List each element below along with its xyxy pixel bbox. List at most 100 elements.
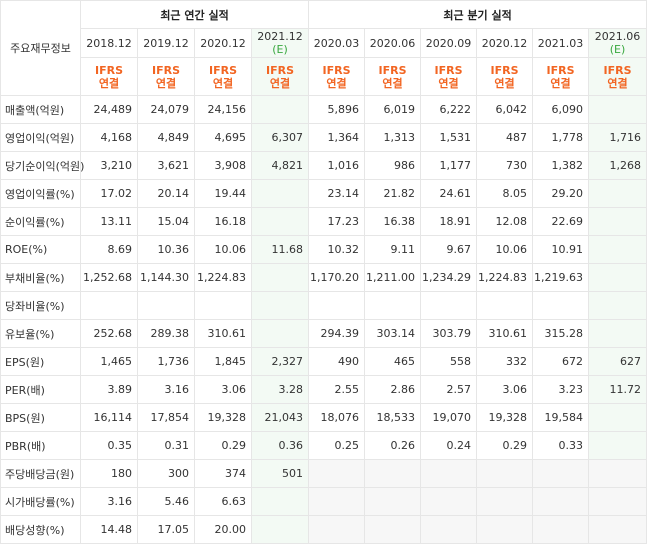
table-cell: 986: [364, 151, 422, 180]
table-cell: 2,327: [250, 347, 310, 376]
ifrs-label: IFRS: [209, 63, 237, 77]
estimate-marker: (E): [272, 43, 288, 56]
table-cell: 16.38: [364, 207, 422, 236]
consolidated-label: 연결: [550, 76, 571, 90]
ifrs-badge: IFRS 연결: [420, 57, 478, 96]
table-cell: 501: [250, 459, 310, 488]
table-cell: 4,695: [194, 123, 252, 152]
period-header: 2020.03: [308, 28, 366, 58]
table-cell: 11.72: [588, 375, 648, 404]
ifrs-label: IFRS: [95, 63, 123, 77]
table-cell: 3,908: [194, 151, 252, 180]
period-header: 2020.09: [420, 28, 478, 58]
annual-group-label: 최근 연간 실적: [79, 0, 310, 29]
table-cell: [588, 207, 648, 236]
table-cell: [532, 487, 590, 516]
table-cell: 3.28: [250, 375, 310, 404]
table-cell: 17.05: [137, 515, 195, 544]
table-cell: 3,621: [137, 151, 195, 180]
period-label: 2019.12: [143, 36, 189, 50]
table-cell: 4,821: [250, 151, 310, 180]
row-label: 순이익률(%): [0, 207, 81, 236]
table-cell: 10.06: [194, 235, 252, 264]
table-cell: 2.55: [308, 375, 366, 404]
consolidated-label: 연결: [98, 76, 120, 90]
table-cell: 24,156: [194, 95, 252, 124]
table-cell: 1,252.68: [80, 263, 138, 292]
ifrs-label: IFRS: [490, 63, 519, 77]
table-cell: [250, 263, 310, 292]
table-cell: 24,079: [137, 95, 195, 124]
table-cell: 3.16: [80, 487, 138, 516]
table-cell: 24,489: [80, 95, 138, 124]
table-cell: 23.14: [308, 179, 366, 208]
row-label: 영업이익률(%): [0, 179, 81, 208]
table-cell: 1,268: [588, 151, 648, 180]
table-cell: 6,090: [532, 95, 590, 124]
table-cell: [476, 291, 534, 320]
ifrs-label: IFRS: [152, 63, 180, 77]
table-cell: [588, 431, 648, 460]
table-row: 시가배당률(%) 3.16 5.46 6.63: [0, 487, 648, 516]
consolidated-label: 연결: [269, 76, 291, 90]
table-cell: [588, 179, 648, 208]
table-cell: 490: [308, 347, 366, 376]
table-cell: 3.06: [194, 375, 252, 404]
table-cell: 487: [476, 123, 534, 152]
row-label: 부채비율(%): [0, 263, 81, 292]
table-cell: 558: [420, 347, 478, 376]
table-row: 배당성향(%) 14.48 17.05 20.00: [0, 515, 648, 544]
quarter-group-label: 최근 분기 실적: [308, 0, 648, 29]
table-cell: 19,328: [476, 403, 534, 432]
table-cell: 4,168: [80, 123, 138, 152]
table-cell: 294.39: [308, 319, 366, 348]
table-cell: 1,234.29: [420, 263, 478, 292]
table-cell: 9.11: [364, 235, 422, 264]
table-cell: 16.18: [194, 207, 252, 236]
table-cell: 1,224.83: [194, 263, 252, 292]
table-cell: [476, 459, 534, 488]
table-cell: 11.68: [250, 235, 310, 264]
period-header: 2020.12: [476, 28, 534, 58]
table-cell: 3.23: [532, 375, 590, 404]
ifrs-badge: IFRS 연결: [532, 57, 590, 96]
table-cell: [588, 459, 648, 488]
table-cell: [250, 319, 310, 348]
table-cell: 2.57: [420, 375, 478, 404]
table-cell: 10.06: [476, 235, 534, 264]
table-cell: 21,043: [250, 403, 310, 432]
table-cell: 1,845: [194, 347, 252, 376]
table-cell: [420, 291, 478, 320]
table-cell: 13.11: [80, 207, 138, 236]
table-cell: 374: [194, 459, 252, 488]
table-cell: 1,778: [532, 123, 590, 152]
row-label: 영업이익(억원): [0, 123, 81, 152]
table-cell: 19,070: [420, 403, 478, 432]
table-cell: [250, 179, 310, 208]
ifrs-badge: IFRS 연결: [588, 57, 648, 96]
table-cell: 2.86: [364, 375, 422, 404]
period-header: 2020.12: [194, 28, 252, 58]
table-cell: 0.31: [137, 431, 195, 460]
table-cell: 20.00: [194, 515, 252, 544]
period-label: 2021.06: [594, 30, 641, 43]
table-cell: 1,364: [308, 123, 366, 152]
table-cell: 1,211.00: [364, 263, 422, 292]
ifrs-label: IFRS: [434, 63, 463, 77]
period-label: 2020.09: [425, 36, 472, 50]
period-header: 2019.12: [137, 28, 195, 58]
table-cell: 310.61: [194, 319, 252, 348]
table-row: PER(배) 3.89 3.16 3.06 3.28 2.55 2.86 2.57 3.06 3.…: [0, 375, 648, 404]
table-row: 매출액(억원) 24,489 24,079 24,156 5,896 6,019 6,222…: [0, 95, 648, 124]
table-cell: [588, 95, 648, 124]
ifrs-badge: IFRS 연결: [364, 57, 422, 96]
ifrs-badge: IFRS 연결: [80, 57, 138, 96]
table-cell: [80, 291, 138, 320]
table-row: PBR(배) 0.35 0.31 0.29 0.36 0.25 0.26 0.24 0.29 0.…: [0, 431, 648, 460]
table-body: 매출액(억원) 24,489 24,079 24,156 5,896 6,019 6,222…: [0, 95, 648, 544]
row-label: BPS(원): [0, 403, 81, 432]
table-cell: 17,854: [137, 403, 195, 432]
table-cell: 3.16: [137, 375, 195, 404]
ifrs-badge: IFRS 연결: [194, 57, 252, 96]
period-label: 2020.12: [481, 36, 528, 50]
